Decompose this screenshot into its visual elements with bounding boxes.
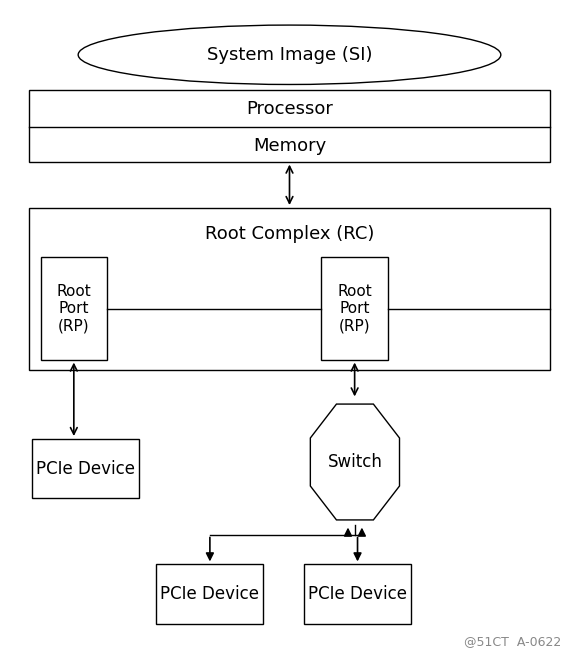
Text: @51CT  A-0622: @51CT A-0622 xyxy=(464,635,562,648)
Text: System Image (SI): System Image (SI) xyxy=(207,46,372,64)
FancyBboxPatch shape xyxy=(29,208,550,370)
FancyBboxPatch shape xyxy=(156,564,263,624)
Text: Processor: Processor xyxy=(246,100,333,118)
Text: Root Complex (RC): Root Complex (RC) xyxy=(205,225,374,243)
FancyBboxPatch shape xyxy=(304,564,411,624)
Text: Root
Port
(RP): Root Port (RP) xyxy=(337,284,372,333)
Text: PCIe Device: PCIe Device xyxy=(160,585,259,603)
Text: PCIe Device: PCIe Device xyxy=(308,585,407,603)
FancyBboxPatch shape xyxy=(29,90,550,162)
Text: PCIe Device: PCIe Device xyxy=(36,459,135,478)
Polygon shape xyxy=(310,404,400,520)
Ellipse shape xyxy=(78,25,501,84)
FancyBboxPatch shape xyxy=(321,257,388,360)
FancyBboxPatch shape xyxy=(41,257,107,360)
Text: Root
Port
(RP): Root Port (RP) xyxy=(56,284,91,333)
Text: Memory: Memory xyxy=(253,137,326,155)
FancyBboxPatch shape xyxy=(32,439,139,498)
Text: Switch: Switch xyxy=(328,453,382,471)
